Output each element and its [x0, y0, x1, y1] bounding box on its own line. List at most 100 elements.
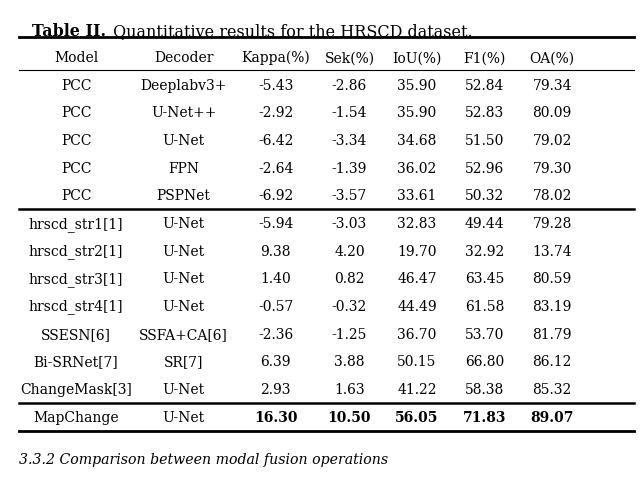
Text: -3.34: -3.34 [332, 134, 367, 148]
Text: 33.61: 33.61 [397, 189, 436, 203]
Text: 78.02: 78.02 [532, 189, 572, 203]
Text: 80.09: 80.09 [532, 106, 572, 120]
Text: -3.03: -3.03 [332, 217, 367, 230]
Text: 16.30: 16.30 [254, 410, 298, 424]
Text: 1.40: 1.40 [260, 272, 291, 286]
Text: 79.30: 79.30 [532, 162, 572, 175]
Text: -2.64: -2.64 [258, 162, 293, 175]
Text: -5.94: -5.94 [258, 217, 293, 230]
Text: 79.02: 79.02 [532, 134, 572, 148]
Text: hrscd_str3[1]: hrscd_str3[1] [29, 272, 124, 286]
Text: 10.50: 10.50 [328, 410, 371, 424]
Text: 71.83: 71.83 [463, 410, 506, 424]
Text: 46.47: 46.47 [397, 272, 437, 286]
Text: 4.20: 4.20 [334, 244, 365, 258]
Text: F1(%): F1(%) [463, 51, 506, 65]
Text: Sek(%): Sek(%) [324, 51, 374, 65]
Text: 80.59: 80.59 [532, 272, 572, 286]
Text: -3.57: -3.57 [332, 189, 367, 203]
Text: ChangeMask[3]: ChangeMask[3] [20, 382, 132, 396]
Text: U-Net: U-Net [163, 272, 205, 286]
Text: 36.70: 36.70 [397, 327, 436, 341]
Text: 61.58: 61.58 [465, 300, 504, 313]
Text: 66.80: 66.80 [465, 355, 504, 368]
Text: 79.34: 79.34 [532, 79, 572, 92]
Text: PCC: PCC [61, 134, 92, 148]
Text: 2.93: 2.93 [260, 382, 291, 396]
Text: PSPNet: PSPNet [157, 189, 211, 203]
Text: hrscd_str4[1]: hrscd_str4[1] [29, 299, 124, 314]
Text: 35.90: 35.90 [397, 79, 436, 92]
Text: 35.90: 35.90 [397, 106, 436, 120]
Text: 34.68: 34.68 [397, 134, 436, 148]
Text: 3.3.2 Comparison between modal fusion operations: 3.3.2 Comparison between modal fusion op… [19, 452, 388, 466]
Text: 49.44: 49.44 [465, 217, 504, 230]
Text: -6.42: -6.42 [258, 134, 293, 148]
Text: 89.07: 89.07 [531, 410, 574, 424]
Text: 85.32: 85.32 [532, 382, 572, 396]
Text: Table II.: Table II. [32, 23, 106, 40]
Text: SR[7]: SR[7] [164, 355, 204, 368]
Text: 6.39: 6.39 [260, 355, 291, 368]
Text: Model: Model [54, 51, 98, 65]
Text: 52.96: 52.96 [465, 162, 504, 175]
Text: 52.84: 52.84 [465, 79, 504, 92]
Text: 58.38: 58.38 [465, 382, 504, 396]
Text: 13.74: 13.74 [532, 244, 572, 258]
Text: 50.15: 50.15 [397, 355, 436, 368]
Text: -2.86: -2.86 [332, 79, 367, 92]
Text: 0.82: 0.82 [334, 272, 365, 286]
Text: 81.79: 81.79 [532, 327, 572, 341]
Text: 9.38: 9.38 [260, 244, 291, 258]
Text: U-Net++: U-Net++ [151, 106, 216, 120]
Text: 19.70: 19.70 [397, 244, 436, 258]
Text: PCC: PCC [61, 106, 92, 120]
Text: -0.57: -0.57 [258, 300, 293, 313]
Text: 83.19: 83.19 [532, 300, 572, 313]
Text: -2.92: -2.92 [258, 106, 293, 120]
Text: Quantitative results for the HRSCD dataset.: Quantitative results for the HRSCD datas… [108, 23, 472, 40]
Text: Deeplabv3+: Deeplabv3+ [140, 79, 227, 92]
Text: PCC: PCC [61, 189, 92, 203]
Text: 63.45: 63.45 [465, 272, 504, 286]
Text: U-Net: U-Net [163, 382, 205, 396]
Text: 1.63: 1.63 [334, 382, 365, 396]
Text: SSESN[6]: SSESN[6] [41, 327, 111, 341]
Text: 3.88: 3.88 [334, 355, 365, 368]
Text: Decoder: Decoder [154, 51, 213, 65]
Text: 86.12: 86.12 [532, 355, 572, 368]
Text: 36.02: 36.02 [397, 162, 436, 175]
Text: -1.54: -1.54 [332, 106, 367, 120]
Text: -5.43: -5.43 [258, 79, 293, 92]
Text: 52.83: 52.83 [465, 106, 504, 120]
Text: -2.36: -2.36 [258, 327, 293, 341]
Text: U-Net: U-Net [163, 217, 205, 230]
Text: U-Net: U-Net [163, 244, 205, 258]
Text: PCC: PCC [61, 162, 92, 175]
Text: hrscd_str1[1]: hrscd_str1[1] [29, 216, 124, 231]
Text: 56.05: 56.05 [396, 410, 438, 424]
Text: IoU(%): IoU(%) [392, 51, 442, 65]
Text: MapChange: MapChange [33, 410, 119, 424]
Text: 53.70: 53.70 [465, 327, 504, 341]
Text: -1.39: -1.39 [332, 162, 367, 175]
Text: U-Net: U-Net [163, 134, 205, 148]
Text: OA(%): OA(%) [530, 51, 575, 65]
Text: FPN: FPN [168, 162, 199, 175]
Text: Kappa(%): Kappa(%) [241, 51, 310, 65]
Text: SSFA+CA[6]: SSFA+CA[6] [139, 327, 228, 341]
Text: 79.28: 79.28 [532, 217, 572, 230]
Text: -0.32: -0.32 [332, 300, 367, 313]
Text: Bi-SRNet[7]: Bi-SRNet[7] [34, 355, 118, 368]
Text: 44.49: 44.49 [397, 300, 437, 313]
Text: U-Net: U-Net [163, 410, 205, 424]
Text: -1.25: -1.25 [332, 327, 367, 341]
Text: 50.32: 50.32 [465, 189, 504, 203]
Text: hrscd_str2[1]: hrscd_str2[1] [29, 244, 124, 258]
Text: 32.83: 32.83 [397, 217, 436, 230]
Text: 41.22: 41.22 [397, 382, 436, 396]
Text: 51.50: 51.50 [465, 134, 504, 148]
Text: 32.92: 32.92 [465, 244, 504, 258]
Text: PCC: PCC [61, 79, 92, 92]
Text: U-Net: U-Net [163, 300, 205, 313]
